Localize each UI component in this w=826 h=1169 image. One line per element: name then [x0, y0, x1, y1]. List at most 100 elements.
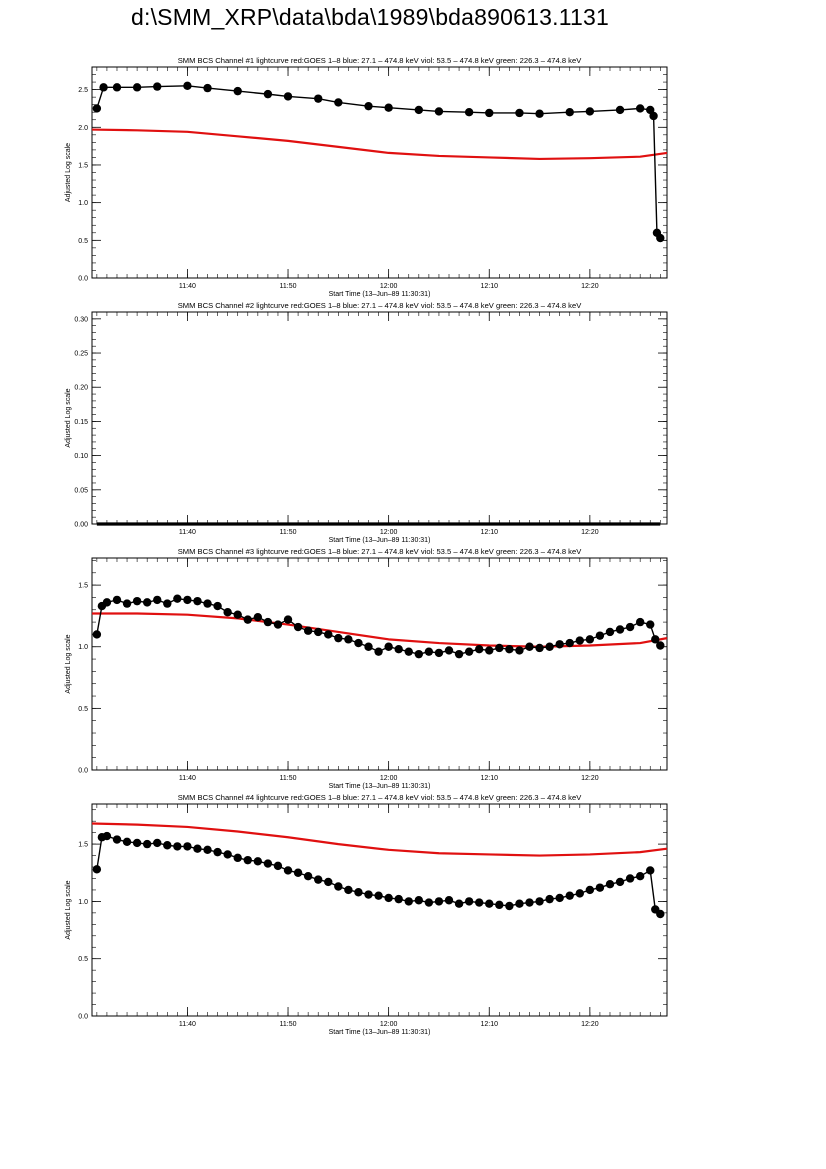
data-point — [485, 899, 494, 908]
data-point — [474, 645, 484, 654]
data-point — [615, 625, 625, 634]
y-tick-label: 1.5 — [78, 583, 88, 590]
data-point — [414, 649, 424, 659]
x-tick-label: 11:40 — [179, 1021, 196, 1028]
data-point — [505, 645, 514, 654]
data-point — [243, 855, 252, 865]
chart-title: SMM BCS Channel #1 lightcurve red:GOES 1… — [178, 56, 583, 65]
data-point — [213, 847, 222, 857]
data-point — [424, 898, 434, 907]
y-tick-label: 0.05 — [74, 487, 88, 494]
data-point — [635, 871, 645, 881]
data-point — [263, 89, 273, 99]
data-point — [263, 617, 273, 627]
y-tick-label: 0.5 — [78, 238, 88, 245]
plot-frame — [91, 311, 668, 525]
data-point — [495, 900, 504, 910]
data-point — [334, 633, 343, 643]
x-tick-label: 11:40 — [179, 529, 196, 536]
chart-title: SMM BCS Channel #3 lightcurve red:GOES 1… — [178, 547, 583, 556]
chart-1: SMM BCS Channel #1 lightcurve red:GOES 1… — [65, 56, 668, 298]
data-point — [585, 107, 595, 116]
y-tick-label: 0.5 — [78, 706, 88, 713]
data-point — [651, 635, 660, 644]
x-tick-label: 11:40 — [179, 775, 196, 782]
y-tick-label: 2.5 — [78, 87, 88, 94]
plot-frame — [91, 557, 668, 771]
data-point — [102, 831, 112, 841]
data-point — [635, 617, 645, 627]
data-point — [193, 596, 202, 606]
data-point — [102, 598, 112, 607]
y-tick-label: 0.0 — [78, 276, 88, 283]
data-point — [545, 642, 554, 651]
x-tick-label: 12:20 — [581, 529, 599, 536]
y-tick-label: 2.0 — [78, 125, 88, 132]
data-point — [555, 893, 564, 903]
data-point — [253, 857, 263, 866]
y-axis-label: Adjusted Log scale — [65, 388, 72, 447]
data-point — [656, 909, 665, 919]
data-point — [615, 105, 625, 115]
data-point — [193, 844, 202, 853]
data-point — [112, 835, 122, 844]
data-point — [364, 642, 373, 651]
data-point — [646, 620, 655, 629]
y-tick-label: 1.5 — [78, 842, 88, 849]
data-point — [364, 101, 373, 111]
data-point — [384, 103, 393, 112]
x-axis-label: Start Time (13–Jun–89 11:30:31) — [329, 783, 431, 790]
data-point — [153, 82, 162, 91]
x-tick-label: 11:50 — [280, 529, 297, 536]
data-point — [233, 853, 242, 863]
data-point — [404, 647, 413, 656]
data-point — [92, 630, 102, 639]
data-point — [293, 868, 303, 877]
x-tick-label: 12:10 — [480, 283, 498, 290]
data-point — [142, 598, 152, 607]
x-tick-label: 12:00 — [380, 1021, 398, 1028]
chart-title: SMM BCS Channel #4 lightcurve red:GOES 1… — [178, 793, 583, 802]
data-point — [273, 620, 283, 629]
y-tick-label: 0.20 — [74, 385, 88, 392]
data-point — [314, 94, 323, 103]
data-point — [474, 898, 484, 907]
data-point — [454, 899, 464, 908]
data-point — [394, 645, 403, 654]
data-point — [374, 891, 383, 900]
data-point — [414, 105, 424, 115]
data-point — [515, 646, 524, 655]
y-tick-label: 1.5 — [78, 162, 88, 169]
y-axis-label: Adjusted Log scale — [65, 143, 72, 202]
data-point — [132, 596, 142, 606]
data-point — [344, 885, 353, 895]
data-point — [485, 108, 494, 118]
data-point — [183, 842, 192, 851]
data-point — [464, 647, 474, 656]
data-point — [394, 894, 403, 904]
y-tick-label: 1.0 — [78, 899, 88, 906]
data-point — [625, 874, 635, 883]
data-point — [555, 640, 564, 649]
data-point — [384, 893, 393, 903]
data-point — [314, 875, 323, 884]
data-point — [605, 627, 615, 637]
data-point — [575, 889, 585, 898]
data-point — [163, 599, 172, 608]
data-point — [646, 866, 655, 875]
y-tick-label: 0.10 — [74, 453, 88, 460]
data-point — [535, 643, 544, 653]
data-point — [213, 601, 222, 611]
data-point — [293, 622, 303, 632]
data-point — [122, 837, 132, 847]
data-point — [434, 648, 444, 658]
data-point — [122, 599, 132, 608]
data-point — [354, 638, 363, 648]
x-tick-label: 12:00 — [380, 529, 398, 536]
chart-title: SMM BCS Channel #2 lightcurve red:GOES 1… — [178, 301, 583, 310]
x-tick-label: 12:20 — [581, 283, 599, 290]
data-point — [334, 98, 343, 107]
x-tick-label: 11:40 — [179, 283, 196, 290]
data-point — [324, 630, 333, 639]
data-point — [132, 83, 142, 92]
